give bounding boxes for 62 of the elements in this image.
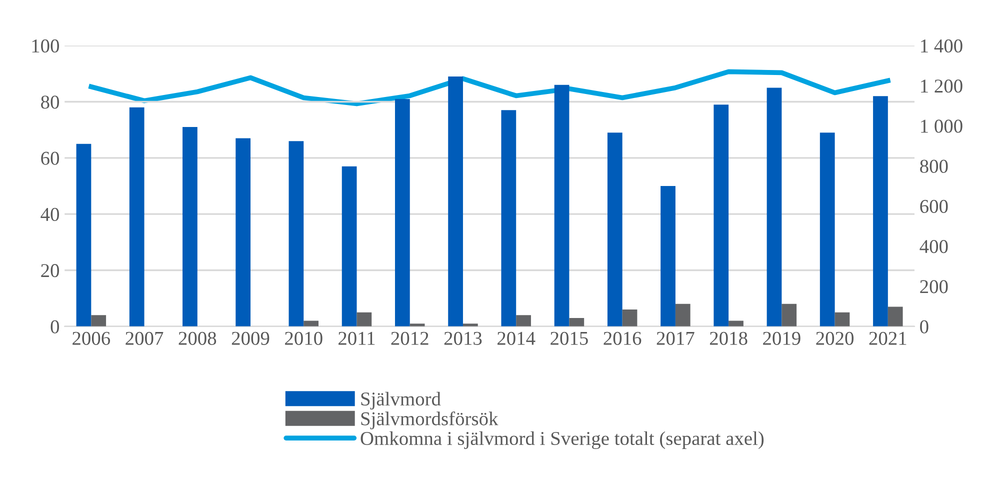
bar — [675, 304, 690, 326]
y-tick-label: 0 — [50, 320, 60, 334]
bar — [462, 324, 478, 326]
y2-tick-label: 1 000 — [921, 120, 962, 133]
x-tick-label: 2015 — [550, 332, 588, 345]
y-tick-label: 20 — [41, 264, 60, 278]
y2-tick-label: 0 — [920, 320, 928, 334]
bar — [728, 320, 744, 326]
bar — [834, 312, 850, 326]
bar — [660, 186, 676, 326]
bar — [607, 132, 622, 326]
bar — [501, 110, 516, 326]
x-tick-label: 2008 — [178, 332, 216, 345]
x-tick-label: 2014 — [498, 332, 536, 345]
y-tick-label: 80 — [41, 96, 60, 109]
bar — [766, 88, 782, 326]
bar — [516, 315, 531, 326]
bar — [394, 98, 410, 326]
y2-tick-label: 600 — [920, 200, 948, 213]
x-tick-label: 2017 — [656, 332, 694, 345]
x-tick-label: 2013 — [444, 332, 482, 345]
x-tick-label: 2009 — [232, 332, 270, 345]
bar — [622, 310, 638, 326]
bar — [448, 76, 463, 326]
bar — [888, 306, 903, 326]
bar — [873, 96, 888, 326]
bar — [129, 107, 144, 326]
y2-tick-label: 400 — [920, 240, 948, 254]
legend-label: Omkomna i självmord i Sverige totalt (separat axel) — [360, 431, 764, 450]
bar — [342, 166, 357, 326]
bar — [76, 144, 92, 326]
x-tick-label: 2020 — [816, 332, 854, 345]
x-tick-label: 2018 — [710, 332, 748, 345]
bar — [91, 315, 106, 326]
y2-tick-label: 200 — [920, 280, 948, 294]
bar — [554, 84, 570, 326]
bar — [714, 104, 729, 326]
y2-tick-label: 1 200 — [921, 80, 962, 93]
x-tick-label: 2021 — [869, 332, 906, 345]
bar — [356, 312, 372, 326]
x-tick-label: 2012 — [391, 332, 428, 345]
y-tick-label: 60 — [41, 152, 60, 165]
legend-label: Självmordsförsök — [361, 411, 498, 430]
y-tick-label: 40 — [40, 208, 60, 222]
bar — [304, 320, 319, 326]
x-tick-label: 2011 — [338, 332, 375, 345]
x-tick-label: 2016 — [604, 332, 642, 345]
x-tick-label: 2007 — [126, 332, 164, 345]
x-tick-label: 2019 — [763, 332, 800, 345]
legend-label: Självmord — [361, 392, 441, 410]
bar — [182, 127, 198, 326]
bar — [236, 138, 251, 326]
bar — [782, 304, 797, 326]
line-series — [88, 69, 890, 106]
x-tick-label: 2010 — [285, 332, 322, 345]
x-tick-label: 2006 — [72, 332, 110, 345]
y-tick-label: 100 — [32, 39, 60, 53]
y2-tick-label: 800 — [920, 160, 948, 173]
y2-tick-label: 1 400 — [921, 39, 962, 53]
bar — [569, 318, 584, 326]
bar — [820, 132, 835, 326]
bar — [288, 141, 304, 326]
